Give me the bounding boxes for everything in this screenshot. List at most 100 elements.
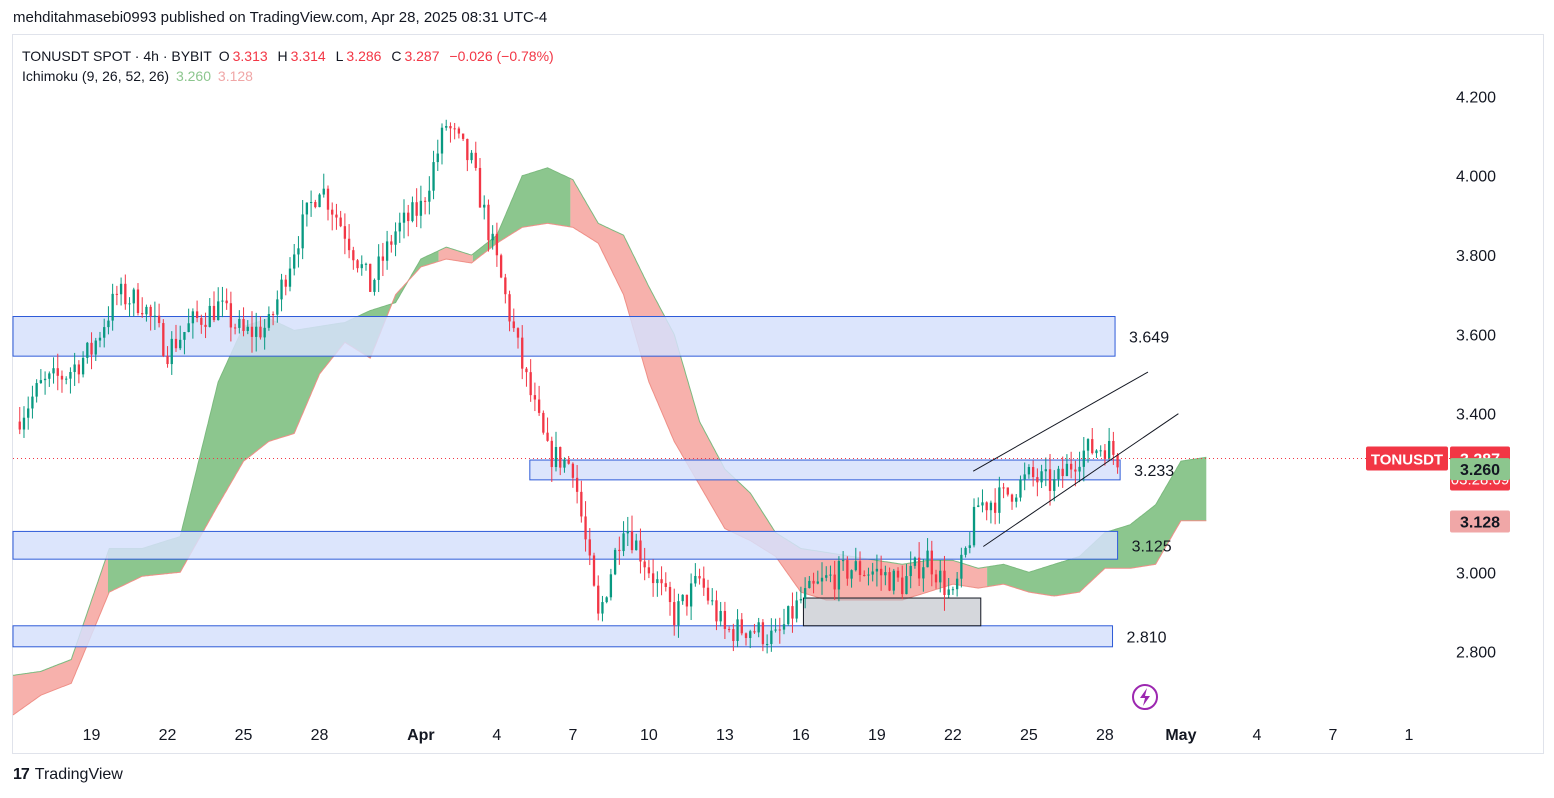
candle-body: [926, 550, 929, 568]
candle-body: [52, 368, 55, 374]
candle-body: [546, 432, 549, 441]
candle-body: [65, 378, 68, 380]
candle-body: [770, 630, 773, 645]
zone-rect: [12, 530, 1119, 560]
tradingview-footer[interactable]: 17 TradingView: [13, 766, 123, 784]
candle-body: [103, 327, 106, 338]
y-tick-label: 3.600: [1456, 327, 1496, 344]
candle-body: [360, 264, 363, 269]
candle-body: [195, 311, 199, 318]
candle-body: [736, 619, 739, 642]
candle-body: [639, 540, 642, 562]
candle-body: [791, 606, 794, 619]
candle-body: [677, 601, 680, 626]
candle-body: [179, 339, 182, 349]
candle-body: [1065, 463, 1069, 477]
x-tick-label: 22: [944, 727, 962, 744]
candle-body: [740, 619, 743, 634]
candle-body: [267, 314, 271, 328]
candle-body: [715, 600, 718, 622]
candle-body: [111, 293, 114, 321]
candle-body: [402, 212, 406, 223]
candle-body: [909, 565, 912, 577]
zone-rect: [12, 316, 1116, 357]
candle-body: [939, 570, 942, 583]
indicator-value-2: 3.128: [217, 68, 253, 84]
candle-body: [381, 256, 385, 261]
candle-body: [255, 326, 258, 337]
ichimoku-tag-value: 3.128: [1460, 515, 1500, 532]
candle-body: [1082, 450, 1085, 467]
candle-body: [689, 583, 693, 607]
candle-body: [1107, 440, 1111, 459]
candle-body: [871, 571, 874, 575]
open-value: O 3.313: [218, 48, 268, 64]
candle-body: [761, 622, 765, 645]
candle-body: [162, 323, 165, 356]
candle-body: [297, 248, 300, 255]
x-tick-label: 13: [716, 727, 734, 744]
candle-body: [618, 549, 621, 552]
symbol-label[interactable]: TONUSDT SPOT · 4h · BYBIT: [22, 48, 212, 64]
candle-body: [347, 238, 351, 251]
candle-body: [470, 152, 473, 161]
candle-body: [119, 283, 123, 295]
candle-body: [174, 338, 178, 349]
zone-rect: [12, 625, 1114, 648]
candle-body: [284, 279, 287, 287]
candle-body: [829, 574, 832, 576]
candle-body: [440, 127, 444, 154]
candle-body: [837, 561, 841, 590]
zone-label: 3.233: [1134, 463, 1174, 480]
candle-body: [951, 589, 955, 591]
candle-body: [529, 372, 532, 396]
candle-body: [90, 342, 93, 355]
lightning-icon[interactable]: [1132, 684, 1158, 710]
zone-rect: [529, 459, 1121, 481]
candle-body: [212, 305, 216, 321]
candle-body: [757, 622, 760, 633]
candle-body: [719, 610, 722, 622]
candle-body: [749, 631, 752, 639]
candle-body: [305, 202, 309, 215]
y-tick-label: 3.000: [1456, 565, 1496, 582]
candle-body: [343, 226, 347, 239]
candle-body: [1086, 439, 1090, 451]
x-tick-label: 28: [1096, 727, 1114, 744]
candlesticks: [18, 119, 1119, 654]
candle-body: [238, 318, 241, 328]
candle-body: [271, 314, 275, 316]
candle-body: [187, 323, 190, 333]
candle-body: [1040, 471, 1043, 483]
candle-body: [537, 399, 541, 413]
candle-body: [863, 574, 866, 576]
x-tick-label: 10: [640, 727, 658, 744]
indicator-value-1: 3.260: [175, 68, 212, 84]
candle-body: [339, 217, 342, 227]
candle-body: [377, 256, 380, 280]
candle-body: [635, 540, 638, 551]
x-tick-label: 4: [492, 727, 501, 744]
consolidation-box: [802, 597, 982, 627]
candle-body: [246, 326, 249, 331]
candle-body: [478, 167, 482, 208]
x-tick-label: May: [1165, 727, 1196, 744]
x-tick-label: 1: [1404, 727, 1413, 744]
candle-body: [466, 138, 469, 161]
candle-body: [812, 580, 815, 584]
zone-label: 3.649: [1129, 329, 1169, 346]
candle-body: [27, 408, 30, 418]
candle-body: [35, 383, 38, 397]
candle-body: [512, 321, 515, 329]
candle-body: [200, 317, 203, 325]
candle-body: [86, 342, 89, 358]
candle-body: [1048, 469, 1052, 491]
ohlc-row: TONUSDT SPOT · 4h · BYBIT O 3.313 H 3.314 …: [22, 46, 557, 66]
candle-body: [989, 502, 993, 511]
indicator-label[interactable]: Ichimoku (9, 26, 52, 26): [22, 68, 170, 84]
candle-body: [504, 277, 507, 295]
candle-body: [567, 459, 570, 464]
candle-body: [1099, 450, 1102, 452]
candle-body: [225, 300, 228, 304]
